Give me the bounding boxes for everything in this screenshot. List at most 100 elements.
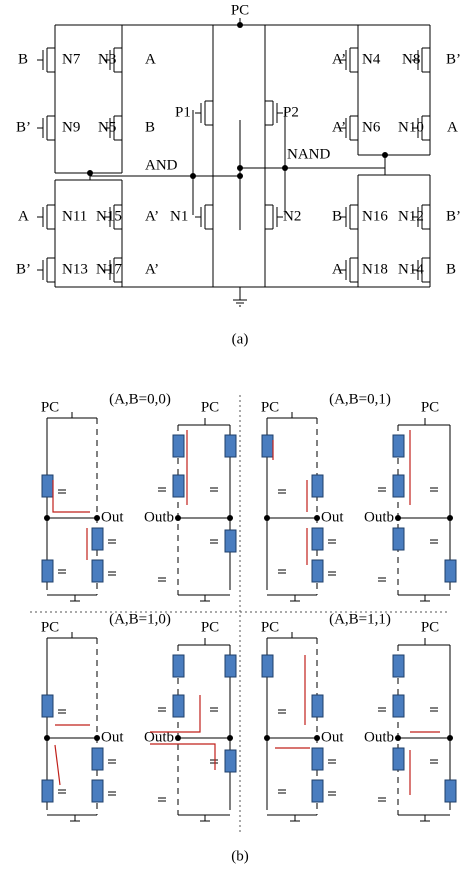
resistor — [173, 475, 184, 497]
node — [237, 173, 243, 179]
pc-label: PC — [201, 399, 219, 415]
current-arrow — [150, 744, 215, 770]
panel-title: (A,B=0,1) — [329, 391, 391, 407]
resistor — [173, 435, 184, 457]
label: N14 — [398, 261, 424, 277]
resistor — [393, 475, 404, 497]
current-arrow — [53, 480, 90, 512]
caption: (a) — [232, 331, 249, 347]
node — [395, 515, 401, 521]
node — [237, 165, 243, 171]
resistor — [225, 750, 236, 772]
label: B’ — [16, 261, 31, 277]
resistor — [393, 748, 404, 770]
label: N5 — [98, 119, 116, 135]
resistor — [173, 655, 184, 677]
node — [175, 735, 181, 741]
label: N10 — [398, 119, 424, 135]
resistor — [173, 695, 184, 717]
resistor — [42, 695, 53, 717]
resistor — [312, 475, 323, 497]
label: N7 — [62, 51, 81, 67]
node — [447, 735, 453, 741]
resistor — [225, 530, 236, 552]
label: N17 — [96, 261, 122, 277]
node — [447, 515, 453, 521]
label: P2 — [283, 104, 299, 120]
out-label: Out — [101, 509, 124, 525]
label: N2 — [283, 208, 301, 224]
pc-label: PC — [261, 399, 279, 415]
outb-label: Outb — [364, 509, 394, 525]
label: N9 — [62, 119, 80, 135]
node — [87, 170, 93, 176]
panel-title: (A,B=1,0) — [109, 611, 171, 627]
label: B’ — [446, 51, 461, 67]
label: PC — [231, 2, 249, 18]
label: N8 — [402, 51, 420, 67]
label: B — [145, 119, 155, 135]
resistor — [445, 560, 456, 582]
label: A — [145, 51, 156, 67]
label: B — [18, 51, 28, 67]
node — [264, 735, 270, 741]
label: N1 — [170, 208, 188, 224]
label: A — [18, 208, 29, 224]
node — [314, 515, 320, 521]
label: A’ — [145, 208, 159, 224]
resistor — [312, 748, 323, 770]
label: NAND — [287, 146, 330, 162]
label: B’ — [16, 119, 31, 135]
pc-label: PC — [41, 399, 59, 415]
resistor — [393, 695, 404, 717]
panel-title: (A,B=1,1) — [329, 611, 391, 627]
outb-label: Outb — [144, 509, 174, 525]
node — [314, 735, 320, 741]
label: AND — [145, 157, 178, 173]
panel-title: (A,B=0,0) — [109, 391, 171, 407]
resistor — [92, 780, 103, 802]
resistor — [92, 560, 103, 582]
current-arrow — [55, 745, 60, 785]
resistor — [225, 435, 236, 457]
node — [94, 515, 100, 521]
out-label: Out — [101, 729, 124, 745]
label: N15 — [96, 208, 122, 224]
node — [227, 515, 233, 521]
outb-label: Outb — [364, 729, 394, 745]
resistor — [312, 528, 323, 550]
resistor — [445, 780, 456, 802]
pc-label: PC — [421, 399, 439, 415]
label: B — [446, 261, 456, 277]
resistor — [42, 475, 53, 497]
resistor — [225, 655, 236, 677]
caption: (b) — [231, 848, 249, 864]
label: N16 — [362, 208, 388, 224]
resistor — [42, 780, 53, 802]
node — [395, 735, 401, 741]
label: A’ — [332, 119, 346, 135]
label: B — [332, 208, 342, 224]
resistor — [92, 748, 103, 770]
node — [227, 735, 233, 741]
label: P1 — [175, 104, 191, 120]
label: N18 — [362, 261, 388, 277]
resistor — [92, 528, 103, 550]
label: N3 — [98, 51, 116, 67]
out-label: Out — [321, 729, 344, 745]
label: N12 — [398, 208, 424, 224]
resistor — [393, 655, 404, 677]
resistor — [262, 655, 273, 677]
pc-label: PC — [261, 619, 279, 635]
label: A — [332, 261, 343, 277]
label: A — [447, 119, 458, 135]
resistor — [312, 780, 323, 802]
resistor — [262, 435, 273, 457]
node — [94, 735, 100, 741]
label: N13 — [62, 261, 88, 277]
resistor — [312, 560, 323, 582]
resistor — [312, 695, 323, 717]
label: N6 — [362, 119, 381, 135]
node — [44, 735, 50, 741]
node — [382, 152, 388, 158]
